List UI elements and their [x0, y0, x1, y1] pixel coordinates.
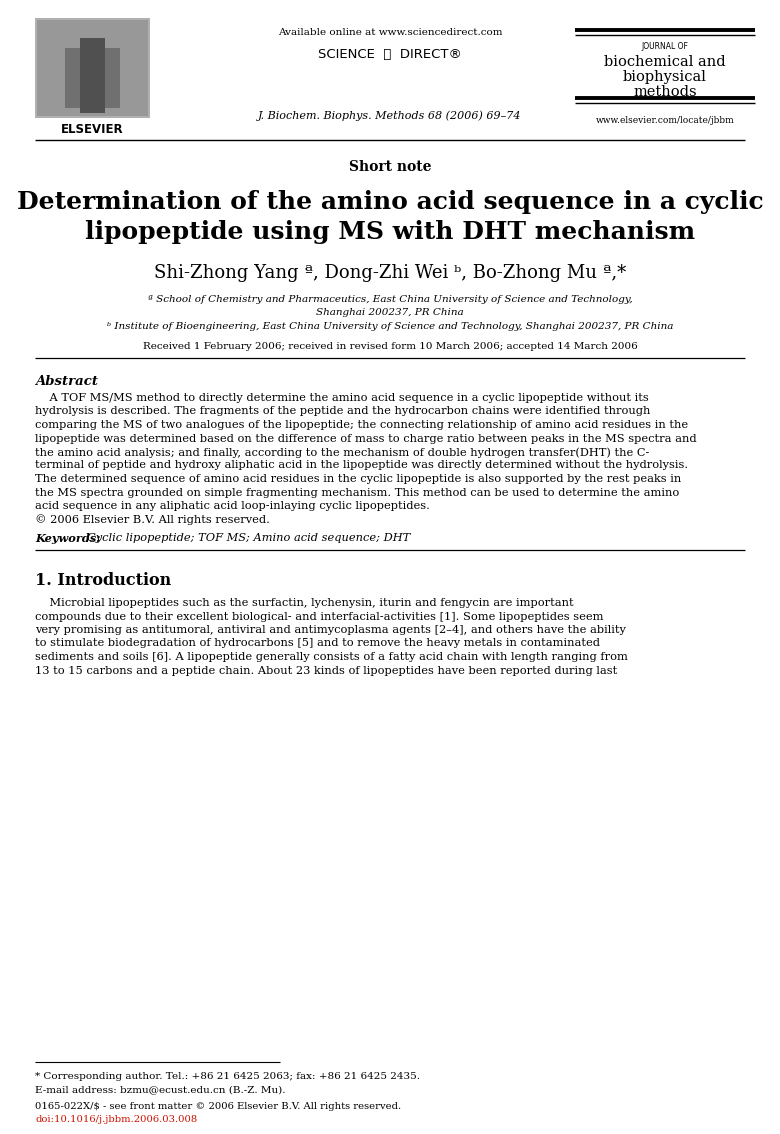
Text: acid sequence in any aliphatic acid loop-inlaying cyclic lipopeptides.: acid sequence in any aliphatic acid loop… — [35, 501, 430, 511]
Text: Received 1 February 2006; received in revised form 10 March 2006; accepted 14 Ma: Received 1 February 2006; received in re… — [143, 342, 637, 352]
Text: Available online at www.sciencedirect.com: Available online at www.sciencedirect.co… — [278, 28, 502, 37]
Text: lipopeptide was determined based on the difference of mass to charge ratio betwe: lipopeptide was determined based on the … — [35, 433, 697, 443]
Text: doi:10.1016/j.jbbm.2006.03.008: doi:10.1016/j.jbbm.2006.03.008 — [35, 1115, 197, 1124]
Text: 0165-022X/$ - see front matter © 2006 Elsevier B.V. All rights reserved.: 0165-022X/$ - see front matter © 2006 El… — [35, 1102, 401, 1111]
Text: © 2006 Elsevier B.V. All rights reserved.: © 2006 Elsevier B.V. All rights reserved… — [35, 515, 270, 525]
Text: Shi-Zhong Yang ª, Dong-Zhi Wei ᵇ, Bo-Zhong Mu ª,*: Shi-Zhong Yang ª, Dong-Zhi Wei ᵇ, Bo-Zho… — [154, 264, 626, 282]
Text: E-mail address: bzmu@ecust.edu.cn (B.-Z. Mu).: E-mail address: bzmu@ecust.edu.cn (B.-Z.… — [35, 1085, 285, 1094]
Text: 1. Introduction: 1. Introduction — [35, 572, 172, 589]
Text: Determination of the amino acid sequence in a cyclic: Determination of the amino acid sequence… — [16, 191, 764, 214]
Text: very promising as antitumoral, antiviral and antimycoplasma agents [2–4], and ot: very promising as antitumoral, antiviral… — [35, 625, 626, 635]
Text: the amino acid analysis; and finally, according to the mechanism of double hydro: the amino acid analysis; and finally, ac… — [35, 447, 650, 457]
Text: ᵇ Institute of Bioengineering, East China University of Science and Technology, : ᵇ Institute of Bioengineering, East Chin… — [107, 322, 673, 331]
Text: Microbial lipopeptides such as the surfactin, lychenysin, iturin and fengycin ar: Microbial lipopeptides such as the surfa… — [35, 598, 573, 608]
Text: the MS spectra grounded on simple fragmenting mechanism. This method can be used: the MS spectra grounded on simple fragme… — [35, 488, 679, 498]
Text: Short note: Short note — [349, 160, 431, 174]
Text: ª School of Chemistry and Pharmaceutics, East China University of Science and Te: ª School of Chemistry and Pharmaceutics,… — [147, 295, 633, 304]
Bar — [65, 48, 120, 108]
Text: Cyclic lipopeptide; TOF MS; Amino acid sequence; DHT: Cyclic lipopeptide; TOF MS; Amino acid s… — [87, 533, 410, 543]
Text: Keywords:: Keywords: — [35, 533, 101, 544]
Text: sediments and soils [6]. A lipopeptide generally consists of a fatty acid chain : sediments and soils [6]. A lipopeptide g… — [35, 652, 628, 662]
Text: biochemical and: biochemical and — [604, 56, 726, 69]
Text: biophysical: biophysical — [623, 70, 707, 84]
Bar — [35, 18, 150, 118]
Text: lipopeptide using MS with DHT mechanism: lipopeptide using MS with DHT mechanism — [85, 220, 695, 244]
Text: terminal of peptide and hydroxy aliphatic acid in the lipopeptide was directly d: terminal of peptide and hydroxy aliphati… — [35, 460, 688, 471]
Text: Abstract: Abstract — [35, 375, 98, 388]
Text: JOURNAL OF: JOURNAL OF — [642, 42, 689, 51]
Text: SCIENCE  ⓓ  DIRECT®: SCIENCE ⓓ DIRECT® — [318, 48, 462, 61]
Text: 13 to 15 carbons and a peptide chain. About 23 kinds of lipopeptides have been r: 13 to 15 carbons and a peptide chain. Ab… — [35, 666, 617, 676]
Text: ELSEVIER: ELSEVIER — [61, 122, 124, 136]
Text: * Corresponding author. Tel.: +86 21 6425 2063; fax: +86 21 6425 2435.: * Corresponding author. Tel.: +86 21 642… — [35, 1072, 420, 1081]
Bar — [37, 20, 148, 116]
Text: compounds due to their excellent biological- and interfacial-activities [1]. Som: compounds due to their excellent biologi… — [35, 611, 604, 621]
Bar — [80, 39, 105, 113]
Text: comparing the MS of two analogues of the lipopeptide; the connecting relationshi: comparing the MS of two analogues of the… — [35, 420, 688, 430]
Text: A TOF MS/MS method to directly determine the amino acid sequence in a cyclic lip: A TOF MS/MS method to directly determine… — [35, 393, 649, 403]
Text: Shanghai 200237, PR China: Shanghai 200237, PR China — [316, 308, 464, 318]
Text: hydrolysis is described. The fragments of the peptide and the hydrocarbon chains: hydrolysis is described. The fragments o… — [35, 406, 651, 416]
Text: The determined sequence of amino acid residues in the cyclic lipopeptide is also: The determined sequence of amino acid re… — [35, 474, 681, 484]
Text: to stimulate biodegradation of hydrocarbons [5] and to remove the heavy metals i: to stimulate biodegradation of hydrocarb… — [35, 638, 600, 649]
Text: methods: methods — [633, 85, 697, 99]
Text: www.elsevier.com/locate/jbbm: www.elsevier.com/locate/jbbm — [596, 116, 735, 125]
Text: J. Biochem. Biophys. Methods 68 (2006) 69–74: J. Biochem. Biophys. Methods 68 (2006) 6… — [258, 110, 522, 120]
